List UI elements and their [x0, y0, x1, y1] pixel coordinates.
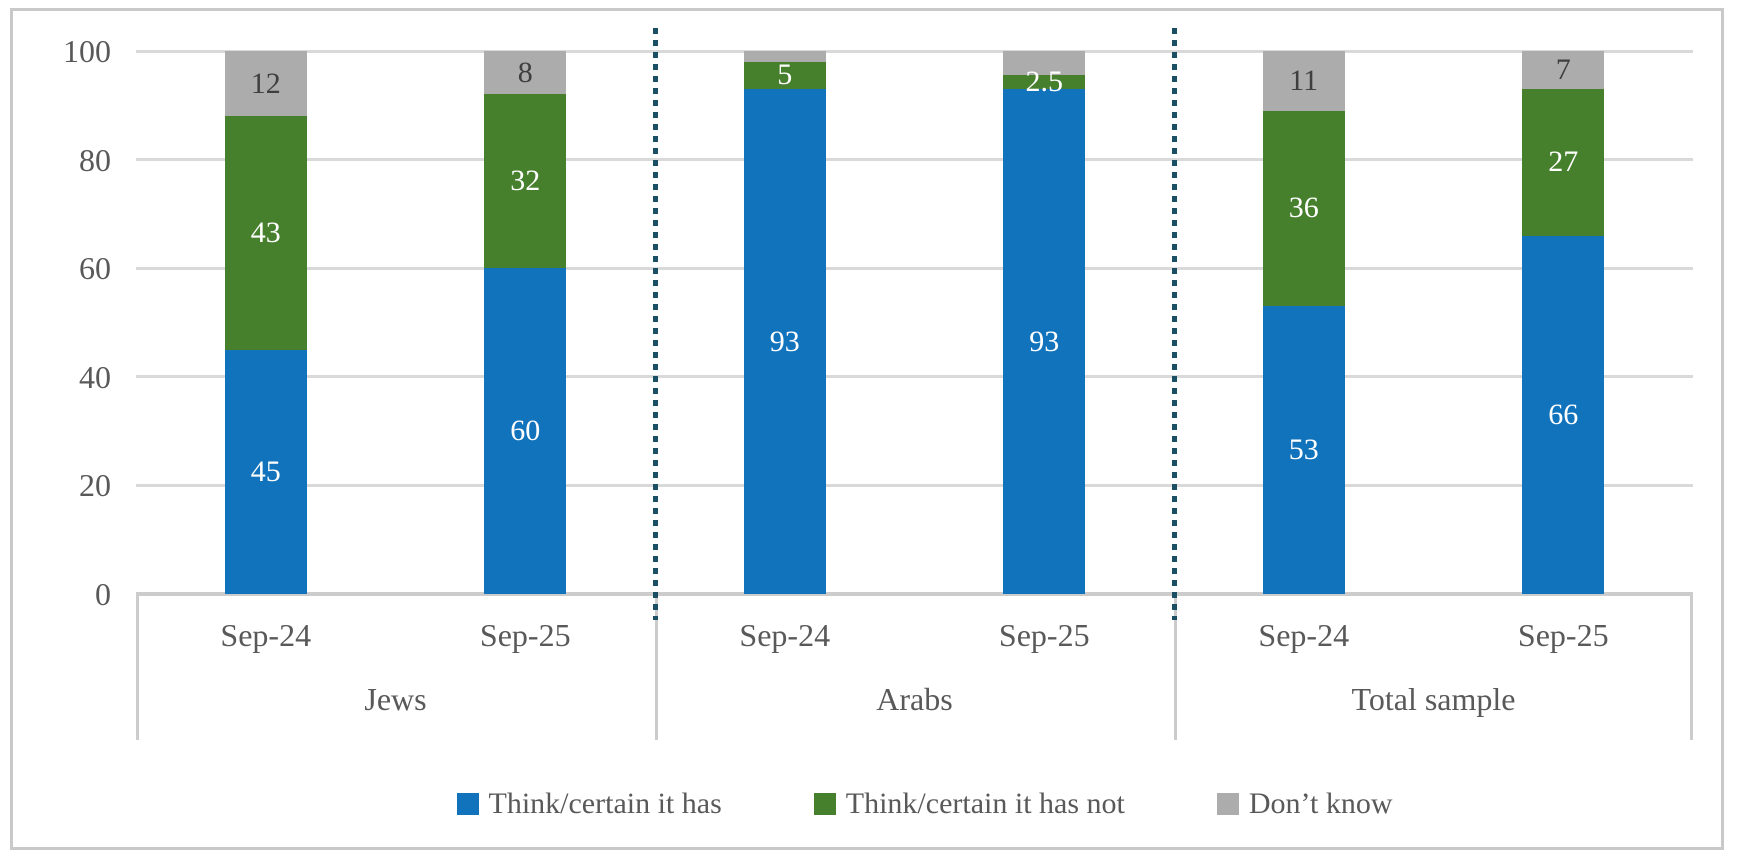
y-tick-label-100: 100	[63, 33, 111, 69]
y-tick-label-0: 0	[95, 576, 111, 612]
bar-segment-value: 8	[517, 55, 533, 89]
legend-label: Think/certain it has	[488, 787, 722, 820]
bar-segment-has	[224, 349, 307, 594]
bar-segment-value: 66	[1548, 397, 1579, 431]
bar-segment-value: 32	[510, 164, 541, 198]
bar-segment-has	[1262, 306, 1345, 594]
bar-segment-value: 53	[1288, 433, 1319, 467]
group-label-jews: Jews	[364, 681, 427, 717]
group-label-arabs: Arabs	[876, 681, 953, 717]
bar-segment-dont_know	[1003, 51, 1086, 76]
gridlines-layer	[13, 11, 1721, 847]
category-label: Sep-25	[479, 617, 571, 653]
bar-segment-dont_know	[743, 51, 826, 62]
group-axis-labels: Jews Arabs Total sample	[13, 11, 1721, 847]
bar-segment-value: 2.5	[1025, 65, 1064, 99]
bar-segment-has_not	[1003, 75, 1086, 89]
bars-layer: 45 43 12 60 32 8 93 5 93 2.5 53 36 11 66 27 7	[13, 11, 1721, 847]
y-tick-label-20: 20	[79, 467, 111, 504]
legend-item-dont_know: Don’t know	[1216, 787, 1393, 821]
legend-swatch-icon	[456, 793, 479, 815]
bar-segment-dont_know	[484, 51, 567, 95]
y-tick-label-40: 40	[79, 358, 111, 395]
bar-segment-has_not	[224, 116, 307, 350]
bar-segment-dont_know	[1522, 51, 1605, 89]
bar-segment-value: 27	[1548, 145, 1579, 179]
group-separators-layer	[13, 11, 1721, 847]
bar-segment-value: 60	[510, 414, 541, 448]
axis-frame-divider	[655, 596, 658, 740]
gridline-20	[136, 483, 1693, 487]
category-label: Sep-24	[220, 617, 312, 653]
category-label: Sep-24	[1258, 617, 1350, 653]
gridline-0	[136, 592, 1693, 596]
bar-segment-dont_know	[224, 51, 307, 117]
bar-segment-has	[484, 268, 567, 594]
bar-segment-dont_know	[1262, 51, 1345, 111]
category-axis-labels: Sep-24 Sep-25 Sep-24 Sep-25 Sep-24 Sep-25	[13, 11, 1721, 847]
bar-segment-has_not	[1262, 110, 1345, 307]
bar-segment-value: 36	[1288, 191, 1319, 225]
legend-item-has: Think/certain it has	[456, 787, 722, 821]
bar-segment-value: 7	[1555, 53, 1571, 86]
chart-outer-border: 0 20 40 60 80 100 45 43 12 60 32 8 93 5 93 2.5 53 36 11 66…	[10, 8, 1724, 850]
category-label: Sep-25	[998, 617, 1090, 653]
group-separator-dotted-line	[1171, 28, 1177, 620]
category-label: Sep-25	[1517, 617, 1609, 653]
legend-swatch-icon	[813, 793, 836, 815]
legend: Think/certain it has Think/certain it has…	[146, 787, 1703, 821]
legend-label: Don’t know	[1248, 787, 1393, 820]
bar-segment-value: 43	[250, 215, 281, 249]
y-axis-tick-labels: 0 20 40 60 80 100	[13, 11, 1721, 847]
axis-frame-divider	[136, 596, 139, 740]
bar-segment-has	[1003, 89, 1086, 594]
gridline-60	[136, 266, 1693, 270]
category-axis-frame	[13, 11, 1721, 847]
group-separator-dotted-line	[652, 28, 658, 620]
bar-segment-value: 45	[250, 454, 281, 488]
bar-segment-has_not	[743, 61, 826, 89]
bar-segment-value: 93	[1029, 324, 1060, 358]
y-tick-label-80: 80	[79, 141, 111, 178]
bar-segment-value: 93	[769, 324, 800, 358]
bar-segment-has_not	[484, 94, 567, 269]
y-tick-label-60: 60	[79, 250, 111, 287]
axis-frame-divider	[1690, 596, 1693, 740]
legend-label: Think/certain it has not	[845, 787, 1125, 820]
bar-segment-has	[743, 89, 826, 594]
legend-item-has_not: Think/certain it has not	[813, 787, 1125, 821]
bar-segment-value: 11	[1289, 63, 1319, 97]
bar-segment-has	[1522, 235, 1605, 594]
gridline-40	[136, 375, 1693, 379]
legend-swatch-icon	[1216, 793, 1239, 815]
gridline-80	[136, 158, 1693, 162]
group-label-total-sample: Total sample	[1351, 681, 1516, 717]
gridline-100	[136, 49, 1693, 53]
category-label: Sep-24	[739, 617, 831, 653]
bar-segment-value: 12	[250, 66, 281, 100]
bar-segment-value: 5	[777, 58, 793, 92]
axis-frame-divider	[1174, 596, 1177, 740]
bar-segment-has_not	[1522, 89, 1605, 236]
